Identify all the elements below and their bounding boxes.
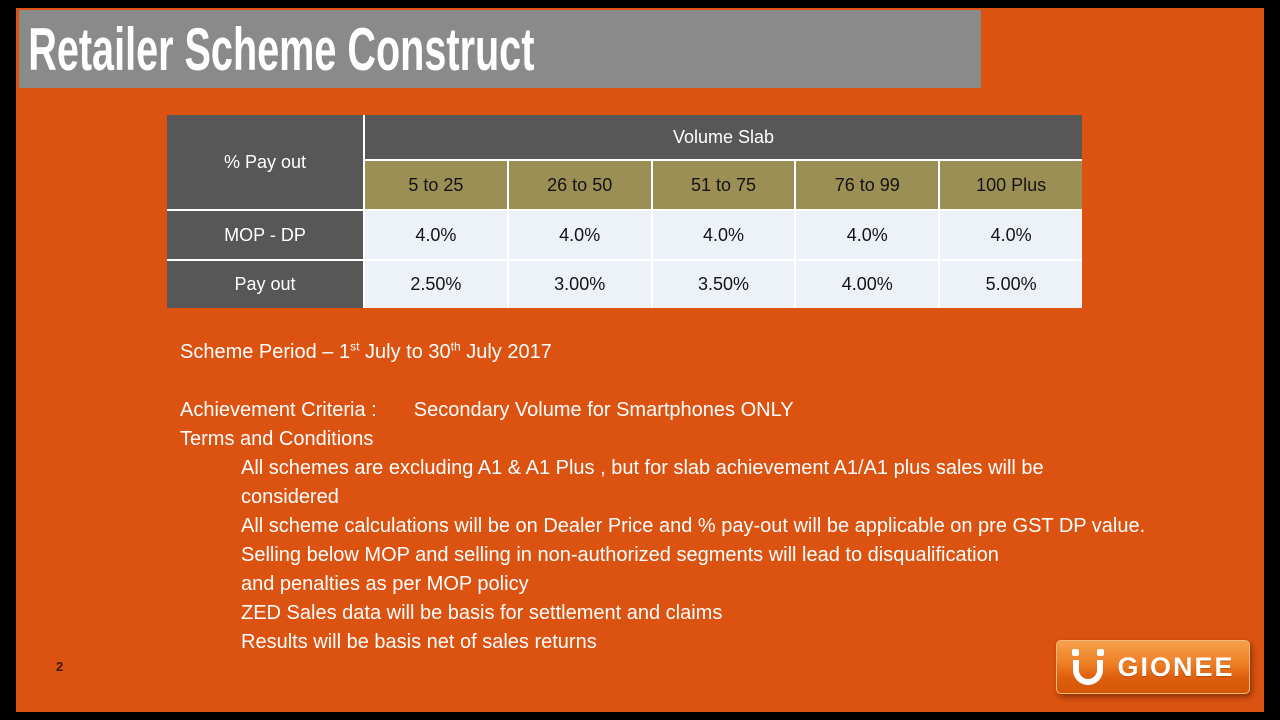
gionee-logo-text: GIONEE <box>1117 651 1235 682</box>
scheme-period-line: Scheme Period – 1st July to 30th July 20… <box>180 339 552 363</box>
page-title: Retailer Scheme Construct <box>28 15 535 83</box>
terms-line: All schemes are excluding A1 & A1 Plus ,… <box>241 457 1044 479</box>
body-text-block: Scheme Period – 1st July to 30th July 20… <box>180 338 1250 657</box>
terms-line: All scheme calculations will be on Deale… <box>241 515 1146 537</box>
table-cell: 3.50% <box>652 261 795 308</box>
table-cell: 4.0% <box>508 211 651 259</box>
terms-line: Selling below MOP and selling in non-aut… <box>241 544 999 566</box>
slab-header-cell: 5 to 25 <box>365 161 507 209</box>
terms-heading: Terms and Conditions <box>180 428 374 450</box>
achievement-criteria-value: Secondary Volume for Smartphones ONLY <box>413 399 794 421</box>
slab-header-cell: 51 to 75 <box>652 161 795 209</box>
gionee-logo: GIONEE <box>1056 640 1250 694</box>
terms-list: All schemes are excluding A1 & A1 Plus ,… <box>241 454 1250 657</box>
terms-line: considered <box>241 486 339 508</box>
row-label-mop-dp: MOP - DP <box>167 211 363 259</box>
title-bar: Retailer Scheme Construct <box>19 10 981 88</box>
table-cell: 3.00% <box>508 261 651 308</box>
table-group-header: Volume Slab <box>365 115 1082 159</box>
table-cell: 4.0% <box>796 211 939 259</box>
terms-line: and penalties as per MOP policy <box>241 573 529 595</box>
superscript-st: st <box>350 339 360 354</box>
achievement-criteria-label: Achievement Criteria : <box>180 399 377 421</box>
table-cell: 4.0% <box>365 211 507 259</box>
terms-line: ZED Sales data will be basis for settlem… <box>241 602 723 624</box>
terms-line: Results will be basis net of sales retur… <box>241 631 597 653</box>
superscript-th: th <box>450 339 461 354</box>
table-cell: 4.00% <box>796 261 939 308</box>
table-cell: 4.0% <box>940 211 1082 259</box>
row-label-pay-out: Pay out <box>167 261 363 308</box>
slide-background: Retailer Scheme Construct % Pay out Volu… <box>16 8 1264 712</box>
gionee-u-icon <box>1071 649 1105 685</box>
slab-header-cell: 100 Plus <box>940 161 1082 209</box>
spacer <box>180 367 1250 396</box>
table-corner-header: % Pay out <box>167 115 363 209</box>
table-cell: 2.50% <box>365 261 507 308</box>
achievement-criteria-line: Achievement Criteria : Secondary Volume f… <box>180 396 1250 425</box>
slab-header-cell: 76 to 99 <box>796 161 939 209</box>
table-cell: 4.0% <box>652 211 795 259</box>
table-cell: 5.00% <box>940 261 1082 308</box>
slab-header-cell: 26 to 50 <box>508 161 651 209</box>
payout-scheme-table: % Pay out Volume Slab 5 to 25 26 to 50 5… <box>167 115 1082 308</box>
page-number: 2 <box>56 659 64 674</box>
